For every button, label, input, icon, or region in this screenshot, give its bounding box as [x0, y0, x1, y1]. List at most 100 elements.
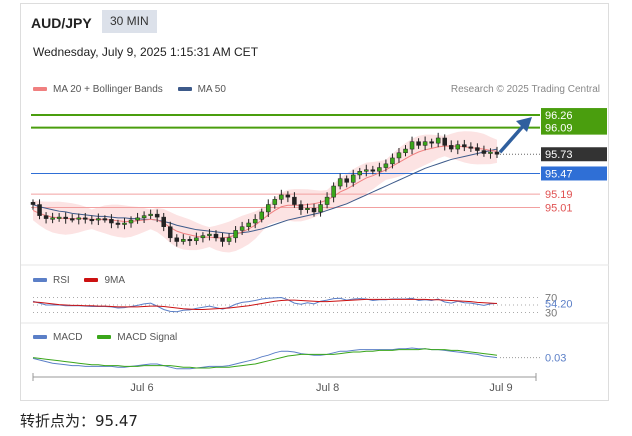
legend-item-macd: MACD: [33, 332, 82, 343]
macd-series-macd: [32, 347, 498, 370]
level-tag-96-26: [541, 108, 607, 123]
candle: [462, 144, 467, 148]
rsi-legend: RSI 9MA: [33, 275, 137, 286]
candle: [135, 217, 140, 221]
credit-text: Research © 2025 Trading Central: [450, 84, 600, 95]
candle: [383, 163, 389, 168]
candle: [305, 207, 310, 210]
candle: [37, 204, 42, 216]
level-tag-96-09: [541, 120, 607, 135]
candle: [455, 144, 461, 150]
legend-item-macd-signal: MACD Signal: [97, 332, 177, 343]
level-tag-96-26-text: 96.26: [545, 110, 573, 122]
candle: [318, 204, 323, 213]
candle: [187, 239, 193, 242]
symbol-title: AUD/JPY: [31, 15, 92, 31]
candle: [396, 152, 402, 159]
candle: [331, 185, 336, 198]
candle: [181, 239, 186, 242]
candle: [226, 237, 232, 242]
candle: [220, 237, 225, 242]
candle: [279, 194, 284, 200]
candle: [488, 151, 493, 154]
candle: [416, 141, 421, 146]
candle: [435, 137, 441, 144]
candle: [429, 141, 434, 144]
candle: [102, 218, 108, 221]
interval-badge[interactable]: 30 MIN: [102, 10, 157, 33]
candle: [56, 216, 62, 219]
candle: [364, 169, 369, 172]
candle: [344, 178, 349, 183]
candle: [449, 145, 454, 150]
candle: [285, 194, 291, 198]
level-tag-95-73-text: 95.73: [545, 149, 573, 161]
x-tick-label: Jul 6: [130, 382, 153, 394]
candle: [494, 151, 500, 155]
candle: [298, 204, 304, 210]
forecast-arrow-shaft: [498, 123, 526, 154]
candle: [43, 215, 49, 219]
chart-datetime: Wednesday, July 9, 2025 1:15:31 AM CET: [33, 45, 259, 59]
candle: [239, 226, 245, 231]
candle: [174, 237, 180, 242]
candle: [403, 148, 408, 154]
candle: [194, 237, 199, 242]
chart-card: AUD/JPY 30 MIN Wednesday, July 9, 2025 1…: [20, 3, 609, 401]
candle: [207, 233, 212, 236]
candle: [272, 199, 278, 205]
candle: [442, 137, 447, 146]
candlesticks: [30, 132, 500, 247]
forecast-arrow-head: [516, 117, 532, 133]
legend-item-ma50: MA 50: [177, 84, 226, 95]
bollinger-band: [33, 131, 497, 253]
candle: [311, 207, 317, 213]
chart-header: AUD/JPY 30 MIN: [21, 4, 608, 40]
candle: [50, 217, 55, 220]
candle: [76, 217, 81, 220]
candle: [266, 204, 271, 213]
x-tick-label: Jul 9: [489, 382, 512, 394]
level-tag-96-09-text: 96.09: [545, 123, 573, 135]
candle: [69, 218, 75, 221]
candle: [233, 230, 238, 239]
candle: [115, 222, 121, 225]
candle: [213, 233, 219, 239]
level-tag-95-47-text: 95.47: [545, 168, 573, 180]
candle: [83, 217, 88, 220]
candle: [475, 147, 480, 151]
candle: [259, 211, 264, 220]
candle: [200, 235, 206, 239]
rsi-series-9ma: [32, 298, 498, 310]
candle: [357, 171, 363, 176]
candle: [161, 216, 166, 227]
legend-item-9ma: 9MA: [84, 275, 125, 286]
candle: [377, 167, 382, 172]
candle: [141, 215, 147, 219]
candle: [422, 141, 428, 146]
candle: [350, 174, 356, 183]
candle: [109, 219, 114, 224]
legend-item-ma20: MA 20 + Bollinger Bands: [33, 84, 163, 95]
candle: [390, 157, 395, 165]
rsi-tick-30: 30: [545, 308, 557, 320]
price-legend: MA 20 + Bollinger Bands MA 50: [33, 84, 238, 95]
candle: [30, 202, 36, 205]
candle: [468, 146, 474, 149]
candle: [148, 213, 153, 216]
candle: [246, 222, 251, 227]
candle: [128, 219, 134, 224]
candle: [324, 196, 330, 205]
candle: [337, 178, 343, 187]
rsi-last-value: 54.20: [545, 298, 573, 310]
level-tag-95-19-text: 95.19: [545, 189, 573, 201]
candle: [63, 216, 68, 219]
candle: [292, 196, 297, 205]
candle: [481, 150, 487, 154]
legend-item-rsi: RSI: [33, 275, 70, 286]
level-tag-95-47: [541, 166, 607, 181]
candle: [96, 218, 101, 221]
level-tag-95-01-text: 95.01: [545, 202, 573, 214]
candle: [154, 213, 160, 218]
